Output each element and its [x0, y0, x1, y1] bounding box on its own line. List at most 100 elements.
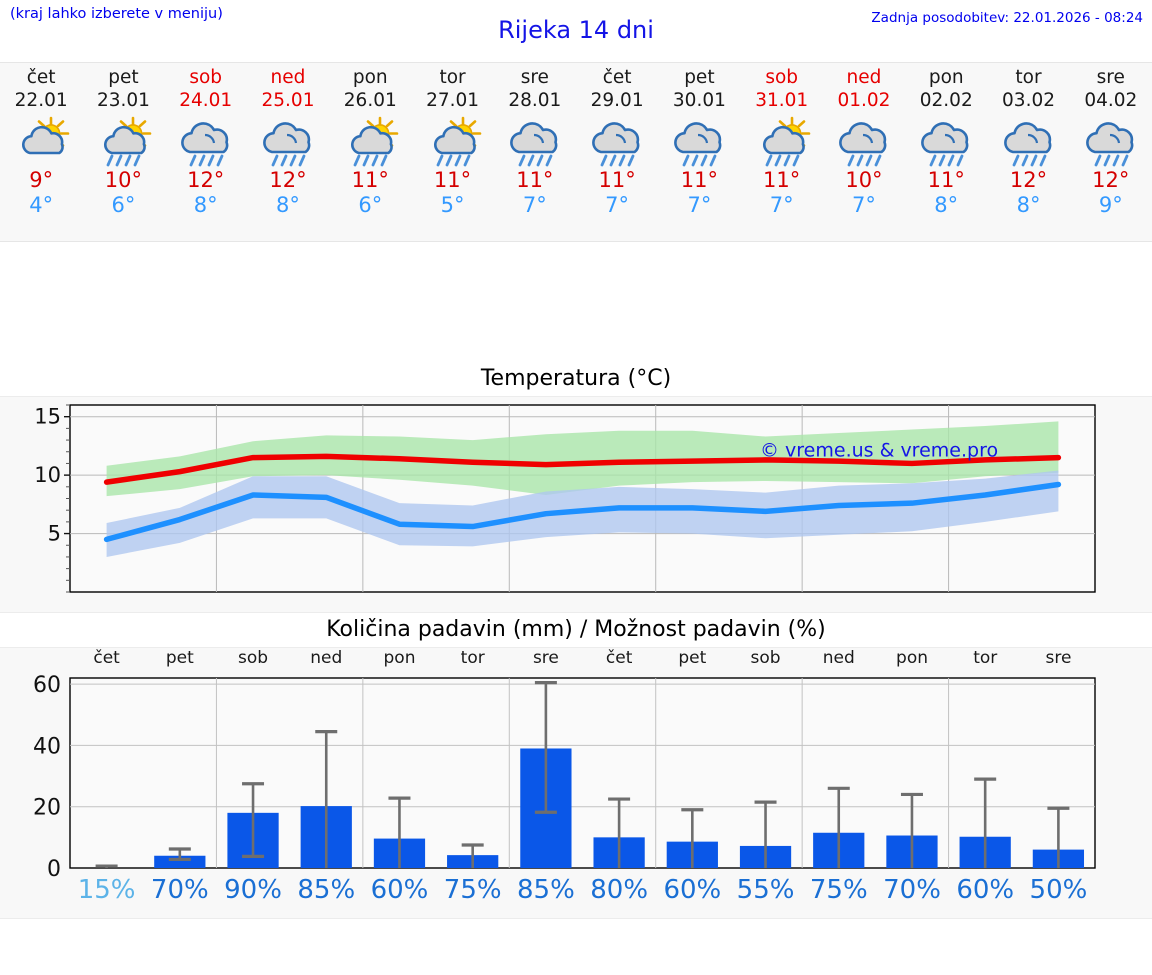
- precip-probability: 70%: [150, 875, 209, 905]
- precip-probability: 75%: [809, 875, 868, 905]
- day-name: sre: [1096, 67, 1125, 88]
- day-name: čet: [602, 67, 632, 88]
- cloud-rain-icon: [586, 115, 648, 167]
- rain-glyph: [847, 154, 882, 167]
- svg-text:20: 20: [33, 796, 61, 821]
- svg-text:5: 5: [48, 522, 61, 546]
- rain-glyph: [600, 154, 635, 167]
- precip-day-label: sre: [532, 648, 559, 668]
- precip-bar: [154, 855, 206, 868]
- precip-day-label: ned: [310, 648, 343, 668]
- precip-probability: 80%: [590, 875, 649, 905]
- cloud-rain-icon: [998, 115, 1060, 167]
- rain-glyph: [189, 154, 224, 167]
- day-temp-max: 9°: [29, 168, 54, 192]
- day-date: 24.01: [179, 90, 233, 111]
- precip-day-label: sob: [750, 648, 781, 668]
- precip-day-label: pon: [383, 648, 416, 668]
- temperature-chart-panel: 5 10 15 © vreme.us & vreme.pro: [0, 396, 1152, 613]
- sun-cloud-rain-icon: [422, 115, 484, 167]
- day-column[interactable]: pon 26.01 11° 6°: [329, 63, 411, 241]
- day-column[interactable]: čet 22.01 9° 4°: [0, 63, 82, 241]
- day-temp-min: 7°: [522, 193, 547, 217]
- day-date: 04.02: [1084, 90, 1138, 111]
- cloud-glyph: [1003, 122, 1051, 154]
- precip-probability: 55%: [736, 875, 795, 905]
- day-temp-min: 9°: [1098, 193, 1123, 217]
- day-temp-max: 11°: [598, 168, 636, 192]
- cloud-glyph: [263, 122, 311, 154]
- cloud-glyph: [1085, 122, 1134, 154]
- precip-probability: 85%: [517, 875, 575, 905]
- day-temp-min: 7°: [852, 193, 876, 217]
- rain-glyph: [518, 154, 553, 167]
- rain-glyph: [271, 154, 306, 167]
- precip-day-label: ned: [822, 648, 855, 668]
- day-name: sob: [189, 67, 223, 88]
- precip-probability: 60%: [956, 875, 1015, 905]
- day-column[interactable]: sob 24.01 12° 8°: [165, 63, 247, 241]
- cloud-glyph: [762, 125, 805, 155]
- day-column[interactable]: sre 28.01 11° 7°: [494, 63, 576, 241]
- day-temp-min: 5°: [440, 193, 465, 217]
- sun-cloud-rain-icon: [339, 115, 401, 167]
- day-column[interactable]: ned 01.02 10° 7°: [823, 63, 905, 241]
- rain-glyph: [1094, 154, 1129, 167]
- precip-day-label: pet: [165, 648, 194, 668]
- day-name: tor: [1015, 67, 1042, 88]
- cloud-glyph: [104, 125, 147, 155]
- watermark: © vreme.us & vreme.pro: [760, 439, 998, 461]
- day-temp-max: 11°: [433, 168, 472, 192]
- day-column[interactable]: pet 23.01 10° 6°: [82, 63, 164, 241]
- precip-probability: 15%: [77, 875, 136, 905]
- precipitation-probability-row: 15% 70% 90% 85% 60% 75% 85% 80% 60% 55% 75% 70% 60% 5…: [70, 870, 1095, 910]
- rain-glyph: [929, 154, 964, 167]
- svg-text:0: 0: [47, 857, 61, 882]
- cloud-glyph: [433, 125, 476, 155]
- cloud-rain-icon: [833, 115, 895, 167]
- day-temp-min: 7°: [687, 193, 712, 217]
- precip-probability: 90%: [224, 875, 282, 905]
- day-column[interactable]: tor 03.02 12° 8°: [987, 63, 1069, 241]
- precip-day-label: pet: [678, 648, 707, 668]
- rain-glyph: [1012, 154, 1046, 167]
- day-temp-min: 6°: [358, 193, 383, 217]
- precip-day-label: tor: [460, 648, 485, 668]
- precip-probability: 70%: [883, 875, 941, 905]
- cloud-rain-icon: [504, 115, 566, 167]
- day-column[interactable]: pon 02.02 11° 8°: [905, 63, 987, 241]
- location-hint: (kraj lahko izberete v meniju): [10, 6, 223, 22]
- precip-probability: 60%: [370, 875, 429, 905]
- cloud-rain-icon: [668, 115, 730, 167]
- rain-glyph: [765, 154, 800, 167]
- cloud-glyph: [22, 125, 64, 155]
- day-temp-min: 7°: [769, 193, 794, 217]
- day-temp-max: 12°: [1009, 168, 1048, 192]
- day-column[interactable]: sre 04.02 12° 9°: [1070, 63, 1152, 241]
- precip-probability: 60%: [663, 875, 722, 905]
- day-name: pet: [108, 67, 139, 88]
- precip-day-label: sob: [238, 648, 269, 668]
- day-column[interactable]: pet 30.01 11° 7°: [658, 63, 740, 241]
- daily-forecast-strip: čet 22.01 9° 4° pet 23.01 10° 6° sob 24.01 12° 8…: [0, 62, 1152, 242]
- day-temp-max: 10°: [845, 168, 883, 192]
- day-name: čet: [26, 67, 56, 88]
- day-date: 02.02: [919, 90, 973, 111]
- svg-text:40: 40: [33, 734, 61, 759]
- precipitation-chart-title: Količina padavin (mm) / Možnost padavin …: [0, 613, 1152, 647]
- day-temp-max: 11°: [680, 168, 718, 192]
- day-date: 22.01: [14, 90, 68, 111]
- day-temp-max: 12°: [187, 168, 225, 192]
- precip-day-label: sre: [1045, 648, 1072, 668]
- precip-day-label: čet: [93, 648, 120, 668]
- temperature-chart: 5 10 15 © vreme.us & vreme.pro: [0, 397, 1152, 612]
- day-column[interactable]: čet 29.01 11° 7°: [576, 63, 658, 241]
- day-column[interactable]: ned 25.01 12° 8°: [247, 63, 329, 241]
- cloud-rain-icon: [257, 115, 319, 167]
- day-name: sre: [520, 67, 549, 88]
- svg-text:10: 10: [34, 463, 61, 487]
- precip-probability: 50%: [1029, 875, 1088, 905]
- rain-glyph: [682, 154, 717, 167]
- day-column[interactable]: tor 27.01 11° 5°: [411, 63, 493, 241]
- day-column[interactable]: sob 31.01 11° 7°: [741, 63, 823, 241]
